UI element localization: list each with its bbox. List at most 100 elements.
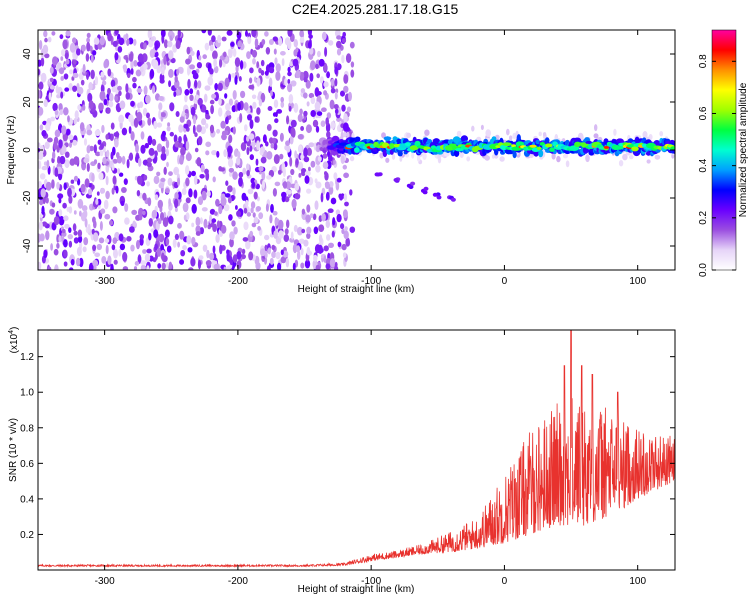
noise-cell bbox=[77, 86, 84, 95]
noise-cell bbox=[53, 216, 60, 226]
noise-cell bbox=[118, 90, 122, 96]
noise-cell bbox=[174, 207, 178, 213]
noise-cell bbox=[181, 188, 187, 196]
noise-cell bbox=[191, 222, 195, 228]
noise-cell bbox=[313, 226, 319, 235]
noise-cell bbox=[326, 71, 330, 79]
noise-cell bbox=[100, 71, 105, 78]
noise-cell bbox=[302, 70, 309, 80]
noise-cell bbox=[232, 187, 236, 196]
noise-cell bbox=[137, 61, 143, 67]
noise-cell bbox=[106, 149, 110, 158]
noise-cell bbox=[340, 155, 345, 164]
noise-cell bbox=[349, 189, 353, 196]
noise-cell bbox=[274, 57, 278, 65]
noise-cell bbox=[249, 67, 254, 74]
halo-cell bbox=[411, 151, 415, 159]
noise-cell bbox=[326, 112, 332, 119]
noise-cell bbox=[147, 117, 152, 126]
noise-cell bbox=[217, 34, 222, 44]
noise-cell bbox=[273, 48, 277, 55]
noise-cell bbox=[320, 77, 324, 84]
noise-cell bbox=[130, 100, 135, 107]
halo-cell bbox=[494, 154, 499, 159]
noise-cell bbox=[272, 36, 278, 42]
noise-cell bbox=[251, 94, 257, 100]
halo-cell bbox=[556, 155, 561, 163]
noise-cell bbox=[253, 76, 257, 83]
noise-cell bbox=[201, 30, 207, 34]
noise-cell bbox=[109, 92, 114, 102]
noise-cell bbox=[136, 239, 140, 250]
noise-cell bbox=[180, 147, 186, 156]
snr-y-ticks: 0.2 0.4 0.6 0.8 1.0 1.2 bbox=[20, 352, 675, 541]
noise-cell bbox=[167, 177, 173, 186]
noise-cell bbox=[167, 122, 171, 127]
noise-cell bbox=[191, 170, 196, 177]
noise-cell bbox=[308, 92, 315, 99]
noise-cell bbox=[185, 140, 190, 151]
noise-cell bbox=[340, 131, 344, 140]
noise-cell bbox=[169, 102, 175, 112]
noise-cell bbox=[67, 115, 70, 123]
noise-cell bbox=[160, 152, 167, 161]
noise-cell bbox=[58, 209, 63, 217]
noise-cell bbox=[214, 83, 219, 91]
noise-cell bbox=[227, 147, 232, 158]
noise-cell bbox=[87, 223, 91, 233]
noise-cell bbox=[293, 224, 298, 233]
noise-cell bbox=[325, 117, 330, 126]
noise-cell bbox=[86, 32, 91, 39]
noise-cell bbox=[209, 124, 215, 134]
noise-cell bbox=[82, 246, 87, 253]
noise-cell bbox=[308, 166, 311, 172]
noise-cell bbox=[152, 59, 159, 70]
snr-y-tick-label: 0.2 bbox=[20, 530, 34, 541]
noise-cell bbox=[297, 226, 303, 236]
noise-cell bbox=[287, 30, 293, 37]
snr-multiplier: (x104) bbox=[8, 327, 20, 354]
noise-cell bbox=[149, 68, 155, 79]
noise-cell bbox=[50, 243, 53, 251]
noise-cell bbox=[290, 168, 295, 176]
noise-cell bbox=[70, 258, 75, 266]
noise-cell bbox=[308, 142, 315, 148]
noise-cell bbox=[146, 162, 152, 168]
noise-cell bbox=[327, 208, 334, 213]
figure-title: C2E4.2025.281.17.18.G15 bbox=[292, 1, 459, 17]
noise-cell bbox=[323, 255, 327, 263]
noise-cell bbox=[212, 176, 216, 183]
halo-cell bbox=[466, 156, 471, 162]
noise-cell bbox=[45, 197, 49, 204]
noise-cell bbox=[238, 176, 243, 187]
halo-cell bbox=[391, 153, 396, 160]
noise-cell bbox=[51, 179, 55, 189]
noise-cell bbox=[52, 151, 56, 160]
noise-cell bbox=[91, 172, 95, 183]
noise-cell bbox=[47, 137, 53, 143]
noise-cell bbox=[163, 55, 167, 65]
noise-cell bbox=[157, 199, 163, 209]
noise-cell bbox=[316, 73, 321, 79]
noise-cell bbox=[322, 153, 328, 159]
band-cell bbox=[538, 149, 544, 158]
noise-cell bbox=[161, 262, 166, 270]
noise-cell bbox=[187, 247, 193, 253]
noise-cell bbox=[157, 218, 162, 225]
noise-cell bbox=[147, 30, 153, 39]
noise-cell bbox=[211, 93, 217, 99]
noise-cell bbox=[174, 75, 178, 83]
snr-y-tick-label: 0.8 bbox=[20, 423, 34, 434]
noise-cell bbox=[95, 198, 99, 205]
noise-cell bbox=[318, 234, 323, 244]
halo-cell bbox=[688, 145, 693, 149]
band-core bbox=[545, 143, 553, 148]
halo-cell bbox=[659, 131, 664, 137]
noise-cell bbox=[290, 80, 297, 87]
noise-cell bbox=[193, 189, 198, 199]
band-cell bbox=[516, 134, 521, 142]
noise-cell bbox=[125, 83, 129, 93]
noise-cell bbox=[44, 141, 50, 150]
noise-cell bbox=[86, 145, 91, 154]
noise-cell bbox=[84, 178, 90, 188]
